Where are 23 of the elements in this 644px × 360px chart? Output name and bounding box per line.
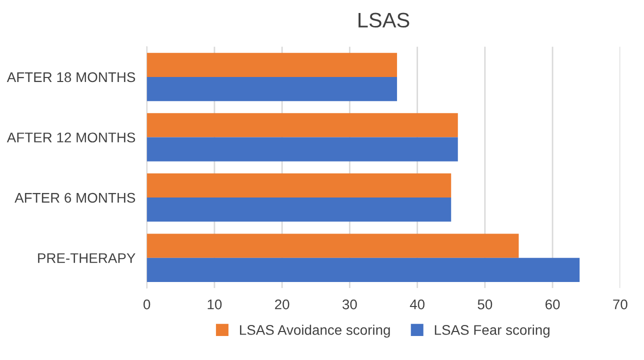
y-tick-label: PRE-THERAPY (38, 253, 136, 263)
x-tick-label: 40 (410, 299, 424, 310)
legend-label: LSAS Avoidance scoring (240, 324, 390, 338)
bar (146, 113, 458, 138)
chart-title: LSAS (358, 12, 410, 28)
y-tick-label: AFTER 18 MONTHS (6, 72, 136, 82)
y-tick-label: AFTER 12 MONTHS (6, 132, 136, 142)
bar (146, 173, 452, 198)
x-tick-label: 30 (342, 299, 357, 310)
x-tick-label: 60 (546, 299, 560, 310)
x-tick-label: 20 (275, 299, 290, 310)
x-tick-label: 50 (478, 299, 492, 310)
x-tick-label: 0 (144, 299, 150, 310)
bar (146, 137, 458, 162)
bar (146, 198, 452, 222)
bar (146, 76, 398, 102)
legend-label: LSAS Fear scoring (434, 324, 550, 338)
bar (146, 234, 519, 258)
x-tick-label: 70 (613, 299, 628, 310)
x-tick-label: 10 (208, 299, 222, 310)
bar (146, 258, 580, 282)
bar (146, 52, 398, 77)
y-tick-label: AFTER 6 MONTHS (14, 192, 136, 203)
